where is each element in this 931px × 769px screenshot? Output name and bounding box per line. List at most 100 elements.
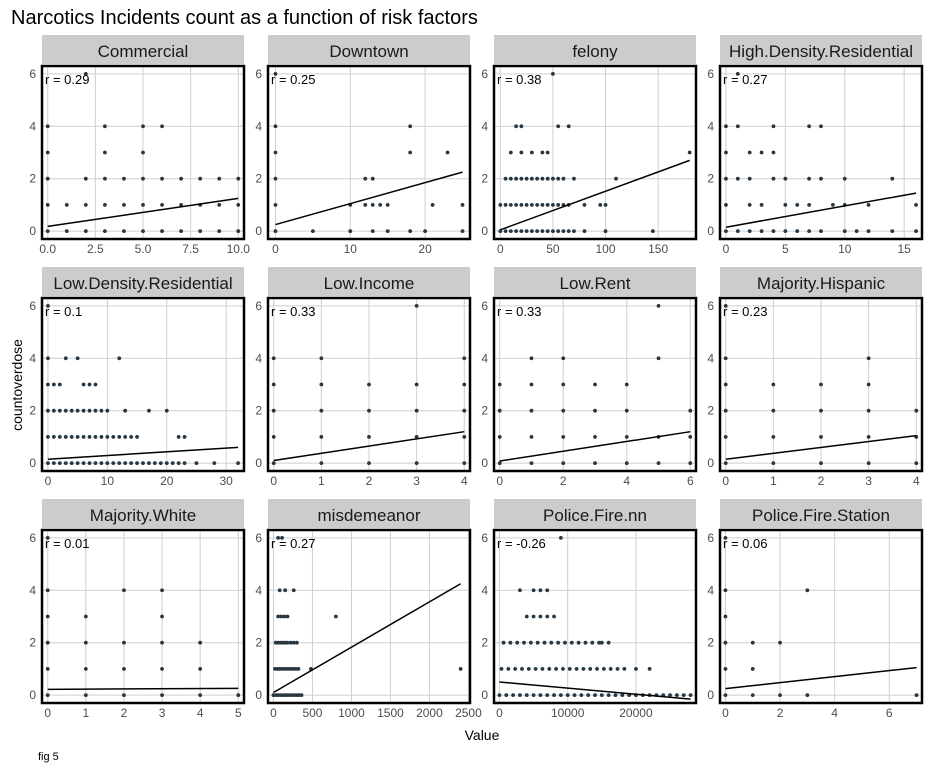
data-point [529,203,534,207]
data-point [890,229,895,234]
data-point [866,408,871,413]
facet-strip-label: Police.Fire.Station [752,506,890,525]
data-point [105,461,110,466]
data-point [141,461,145,466]
correlation-label: r = 0.38 [497,72,541,87]
data-point [524,229,529,234]
data-point [514,176,518,181]
data-point [45,150,50,155]
y-tick-label: 4 [481,583,488,597]
data-point [271,435,276,439]
data-point [117,356,122,361]
data-point [563,640,567,645]
y-tick-label: 2 [255,636,262,650]
facet-strip-label: Commercial [98,42,189,61]
data-point [624,461,629,466]
y-tick-label: 6 [29,299,36,313]
facet-strip [268,267,470,296]
regression-line [725,666,917,690]
data-point [551,229,555,234]
points-layer [46,303,240,466]
data-point [759,150,764,155]
data-point [520,667,524,671]
points-layer [273,71,465,234]
x-tick-label: 2.5 [87,242,104,256]
data-point [141,124,145,129]
data-point [87,461,92,466]
correlation-label: r = 0.01 [45,536,89,551]
data-point [122,176,126,181]
data-point [57,408,62,413]
points-layer [724,71,918,234]
data-point [540,667,545,671]
data-point [552,693,556,698]
facet-strip-label: Majority.Hispanic [757,274,886,293]
y-tick-label: 4 [255,119,262,133]
data-point [83,176,88,181]
data-point [583,640,588,645]
regression-line [499,430,691,462]
data-point [198,693,203,698]
data-point [540,203,545,207]
x-tick-label: 30 [219,474,233,488]
facet-low-density-residential: Low.Density.Residential r = 0.1 0 2 4 6 0 10 20 3… [29,267,246,488]
data-point [378,203,383,207]
data-point [160,229,164,234]
data-point [363,176,368,181]
figure-caption: fig 5 [38,751,59,763]
data-point [538,693,543,698]
data-point [273,229,278,234]
x-tick-label: 2 [777,706,784,720]
panel-border [492,64,698,241]
x-tick-label: 2 [366,474,373,488]
data-point [531,588,536,593]
data-point [83,667,88,671]
x-tick-label: 1500 [377,706,404,720]
data-point [582,229,587,234]
data-point [504,693,509,698]
facet-low-income: Low.Income r = 0.33 0 2 4 6 0 1 2 3 4 [255,267,472,488]
data-point [554,667,559,671]
facet-strip [494,499,696,528]
data-point [46,356,50,361]
points-layer [45,535,241,698]
facet-strip [720,499,922,528]
data-point [160,640,164,645]
data-point [866,461,871,466]
data-point [176,461,181,466]
y-tick-label: 2 [481,636,488,650]
data-point [81,435,86,439]
data-point [141,229,145,234]
data-point [160,203,164,207]
data-point [535,176,540,181]
data-point [508,229,513,234]
data-point [273,176,278,181]
x-tick-label: 10000 [551,706,585,720]
y-tick-label: 4 [481,119,488,133]
data-point [385,203,390,207]
x-tick-label: 10 [101,474,115,488]
y-tick-label: 0 [255,224,262,238]
data-point [561,435,566,439]
data-point [723,408,728,413]
data-point [598,203,603,207]
x-tick-label: 1000 [338,706,365,720]
data-point [294,640,299,645]
data-point [319,382,324,387]
y-tick-label: 6 [481,531,488,545]
data-point [795,203,800,207]
x-tick-label: 10.0 [227,242,251,256]
data-point [51,461,56,466]
data-point [198,176,203,181]
data-point [63,408,68,413]
data-point [152,461,157,466]
data-point [524,176,529,181]
data-point [285,614,290,619]
data-point [603,229,608,234]
data-point [528,640,533,645]
data-point [460,203,465,207]
data-point [914,693,919,698]
panel-border [40,528,246,705]
data-point [273,150,278,155]
data-point [566,124,571,129]
